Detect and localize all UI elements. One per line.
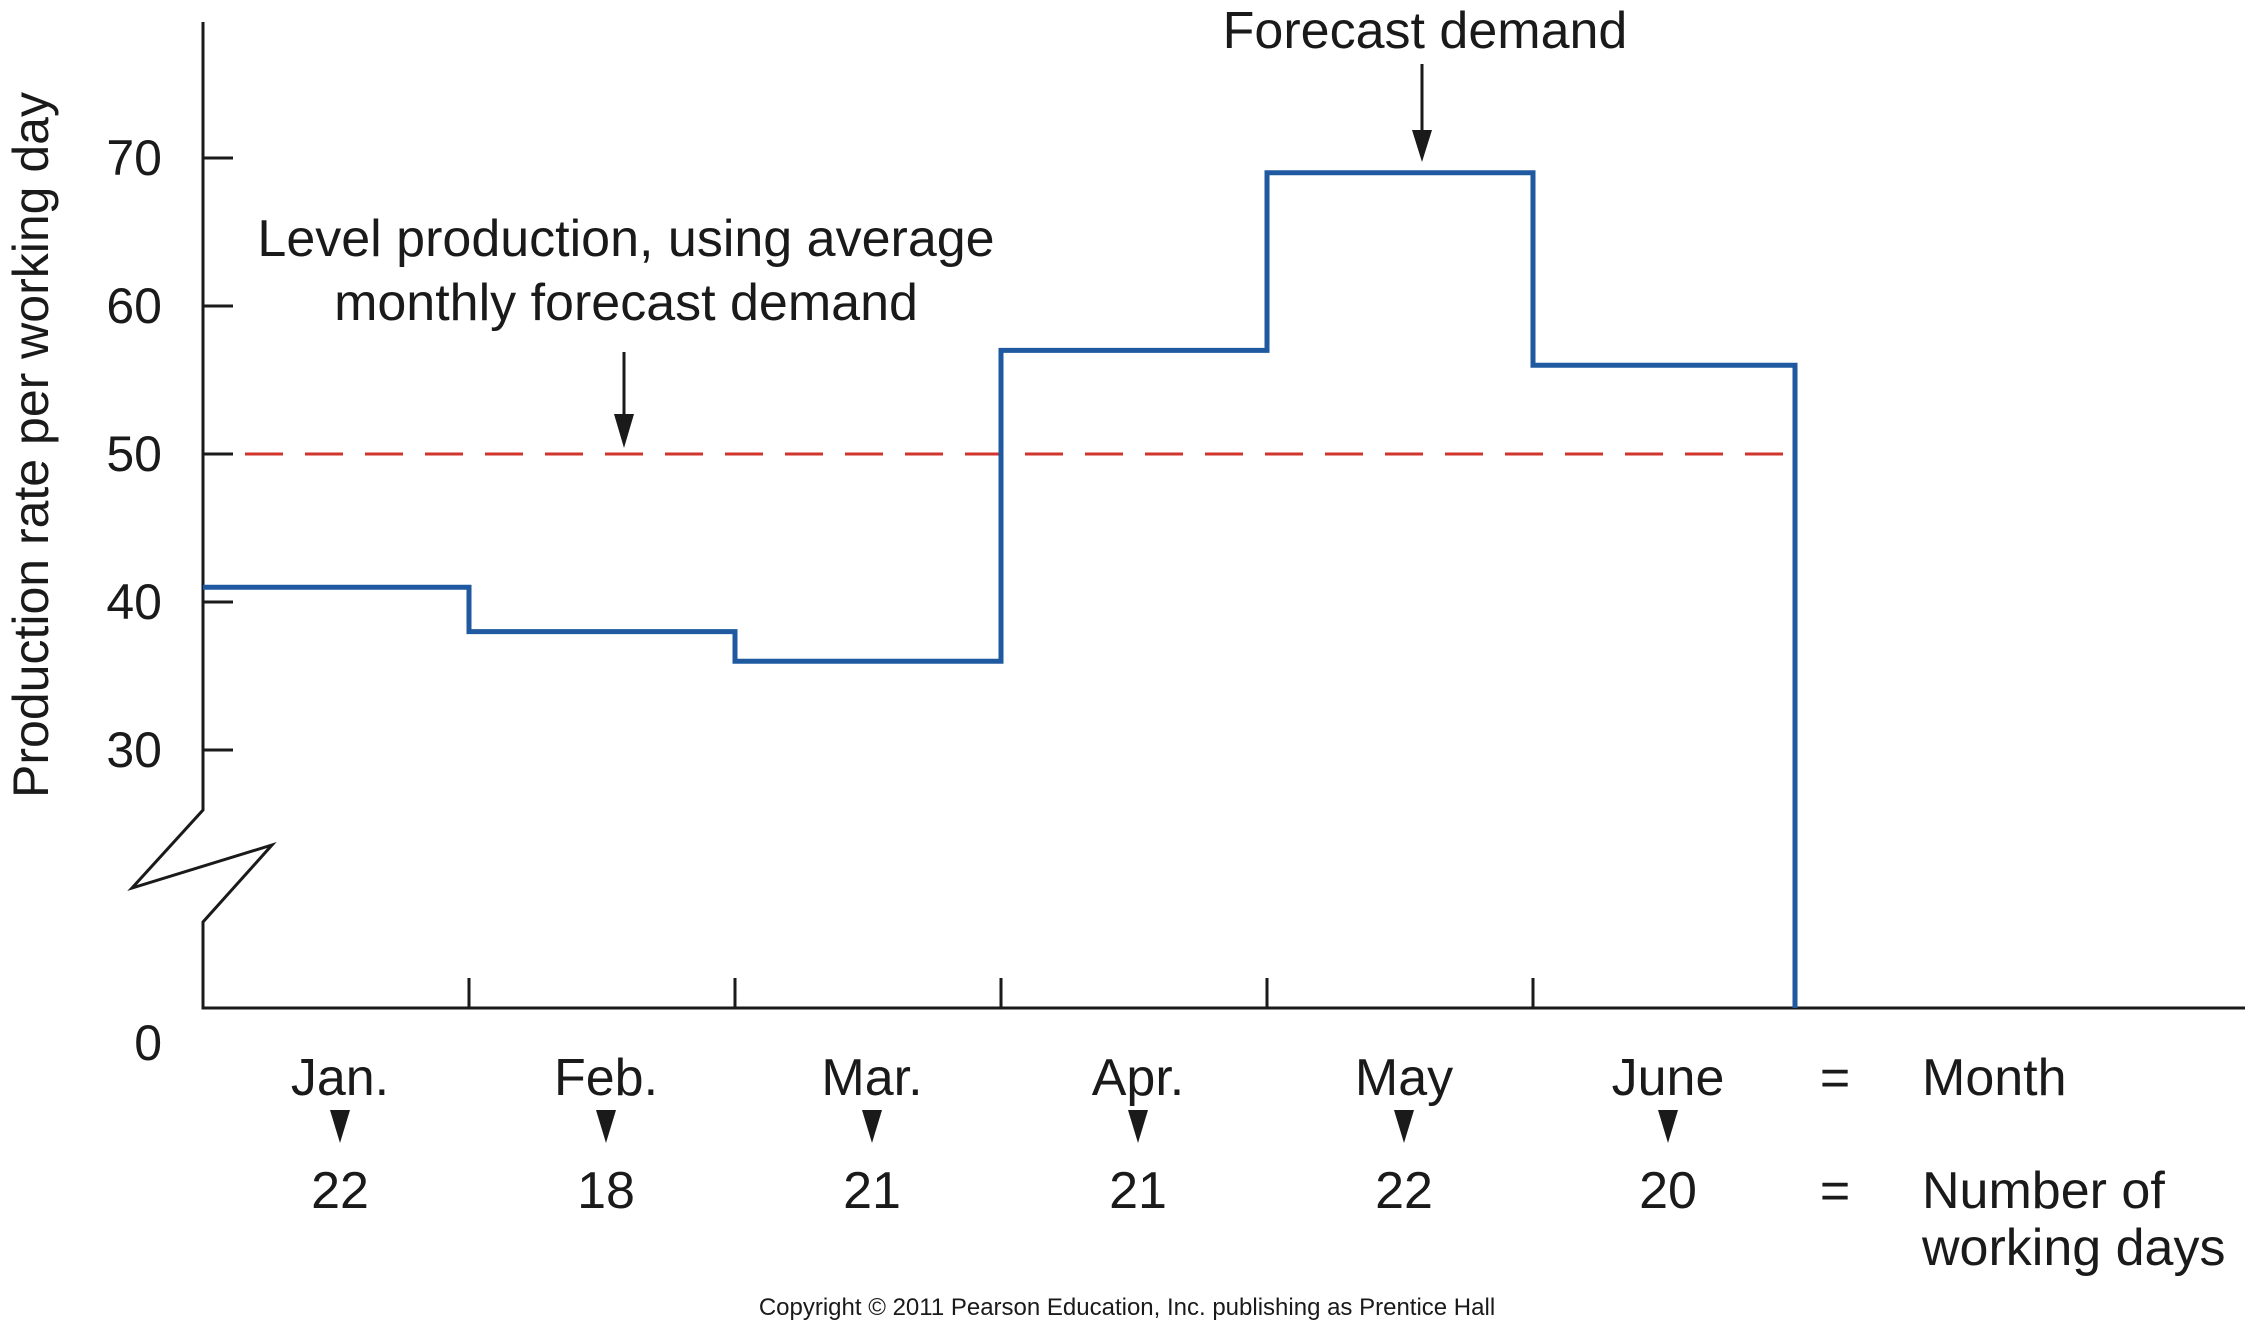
level-arrow — [614, 352, 634, 448]
days-row-label-line2: working days — [1921, 1219, 2225, 1277]
month-label: Apr. — [1092, 1049, 1185, 1107]
level-annotation-line1: Level production, using average — [257, 210, 994, 268]
month-arrow — [1128, 1110, 1148, 1143]
series-layer — [203, 170, 1798, 1008]
y-axis-label: Production rate per working day — [3, 92, 59, 798]
month-labels: Jan. Feb. Mar. Apr. May June — [291, 1049, 1725, 1143]
y-tick-label: 40 — [106, 574, 162, 630]
working-days-label: 21 — [843, 1162, 901, 1220]
days-equals: = — [1820, 1162, 1850, 1220]
month-arrow — [862, 1110, 882, 1143]
month-arrow — [330, 1110, 350, 1143]
y-zero-label: 0 — [134, 1015, 162, 1071]
y-tick-label: 70 — [106, 130, 162, 186]
copyright-footer: Copyright © 2011 Pearson Education, Inc.… — [759, 1294, 1495, 1321]
month-label: May — [1355, 1049, 1453, 1107]
axes — [127, 22, 2245, 1010]
month-equals: = — [1820, 1049, 1850, 1107]
level-annotation-line2: monthly forecast demand — [334, 274, 918, 332]
month-row-label: Month — [1922, 1049, 2067, 1107]
working-day-labels: 22 18 21 21 22 20 — [311, 1162, 1697, 1220]
month-label: Feb. — [554, 1049, 658, 1107]
month-label: Mar. — [821, 1049, 922, 1107]
y-tick-label: 50 — [106, 426, 162, 482]
y-tick-label: 30 — [106, 722, 162, 778]
working-days-label: 21 — [1109, 1162, 1167, 1220]
working-days-label: 22 — [311, 1162, 369, 1220]
y-tick-label: 60 — [106, 278, 162, 334]
month-arrow — [1658, 1110, 1678, 1143]
working-days-label: 20 — [1639, 1162, 1697, 1220]
working-days-label: 18 — [577, 1162, 635, 1220]
month-label: June — [1612, 1049, 1725, 1107]
month-arrow — [596, 1110, 616, 1143]
month-arrow — [1394, 1110, 1414, 1143]
working-days-label: 22 — [1375, 1162, 1433, 1220]
x-ticks — [467, 978, 1797, 1008]
axis-lines — [127, 22, 2245, 1010]
y-ticks: 30 40 50 60 70 — [106, 130, 233, 778]
forecast-arrow — [1412, 64, 1432, 162]
days-row-label-line1: Number of — [1922, 1162, 2165, 1220]
forecast-annotation: Forecast demand — [1223, 2, 1628, 60]
forecast-demand-line — [203, 170, 1798, 1008]
month-label: Jan. — [291, 1049, 389, 1107]
